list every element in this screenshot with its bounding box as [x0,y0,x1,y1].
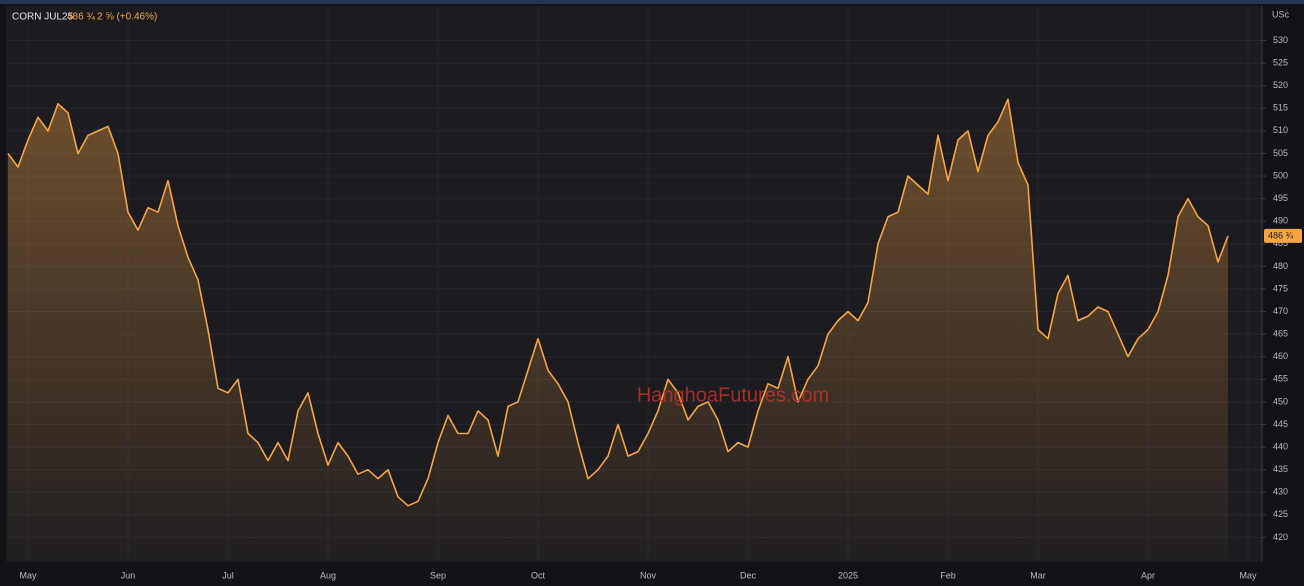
x-tick-label: Oct [531,570,546,580]
x-tick-label: Dec [740,570,757,580]
y-tick-label: 525 [1273,57,1288,67]
x-tick-label: Mar [1030,570,1046,580]
y-tick-label: 505 [1273,148,1288,158]
price-line [7,98,1229,507]
watermark: HanghoaFutures.com [637,384,829,406]
x-tick-label: May [1239,570,1257,580]
y-tick-label: 510 [1273,125,1288,135]
y-tick-label: 485 [1273,238,1288,248]
x-tick-label: Nov [640,570,657,580]
y-tick-label: 490 [1273,216,1288,226]
last-price: 486 ¾ [67,12,95,23]
price-change: 2 ⅝ (+0.46%) [97,12,157,23]
axes: 420 425 430 435 440 445 450 455 460 465 470 475 480 4… [19,6,1302,580]
x-tick-label: Feb [940,570,956,580]
y-tick-label: 495 [1273,193,1288,203]
y-tick-label: 455 [1273,374,1288,384]
x-tick-label: Jun [121,570,136,580]
y-tick-label: 470 [1273,306,1288,316]
x-tick-label: Jul [222,570,234,580]
last-price-tag [1264,228,1302,243]
y-tick-label: 450 [1273,396,1288,406]
y-tick-label: 420 [1273,532,1288,542]
y-tick-label: 515 [1273,103,1288,113]
x-tick-label: 2025 [838,570,858,580]
y-tick-label: 430 [1273,487,1288,497]
y-tick-label: 480 [1273,261,1288,271]
y-tick-label: 425 [1273,509,1288,519]
y-tick-label: 465 [1273,329,1288,339]
y-tick-label: 530 [1273,35,1288,45]
y-tick-label: 500 [1273,170,1288,180]
y-tick-label: 460 [1273,351,1288,361]
x-tick-label: May [19,570,37,580]
y-tick-label: 475 [1273,283,1288,293]
y-tick-label: 435 [1273,464,1288,474]
x-tick-label: Sep [430,570,446,580]
chart-title: CORN JUL25 [12,12,74,23]
y-axis-unit: USc [1272,9,1290,19]
y-tick-label: 520 [1273,80,1288,90]
last-price-label: 486 ¾ [1268,230,1294,240]
y-tick-label: 440 [1273,441,1288,451]
area [8,99,1228,560]
x-tick-label: Aug [320,570,336,580]
x-tick-label: Apr [1141,570,1155,580]
top-border [0,0,1304,4]
y-tick-label: 445 [1273,419,1288,429]
plot [7,98,1229,560]
